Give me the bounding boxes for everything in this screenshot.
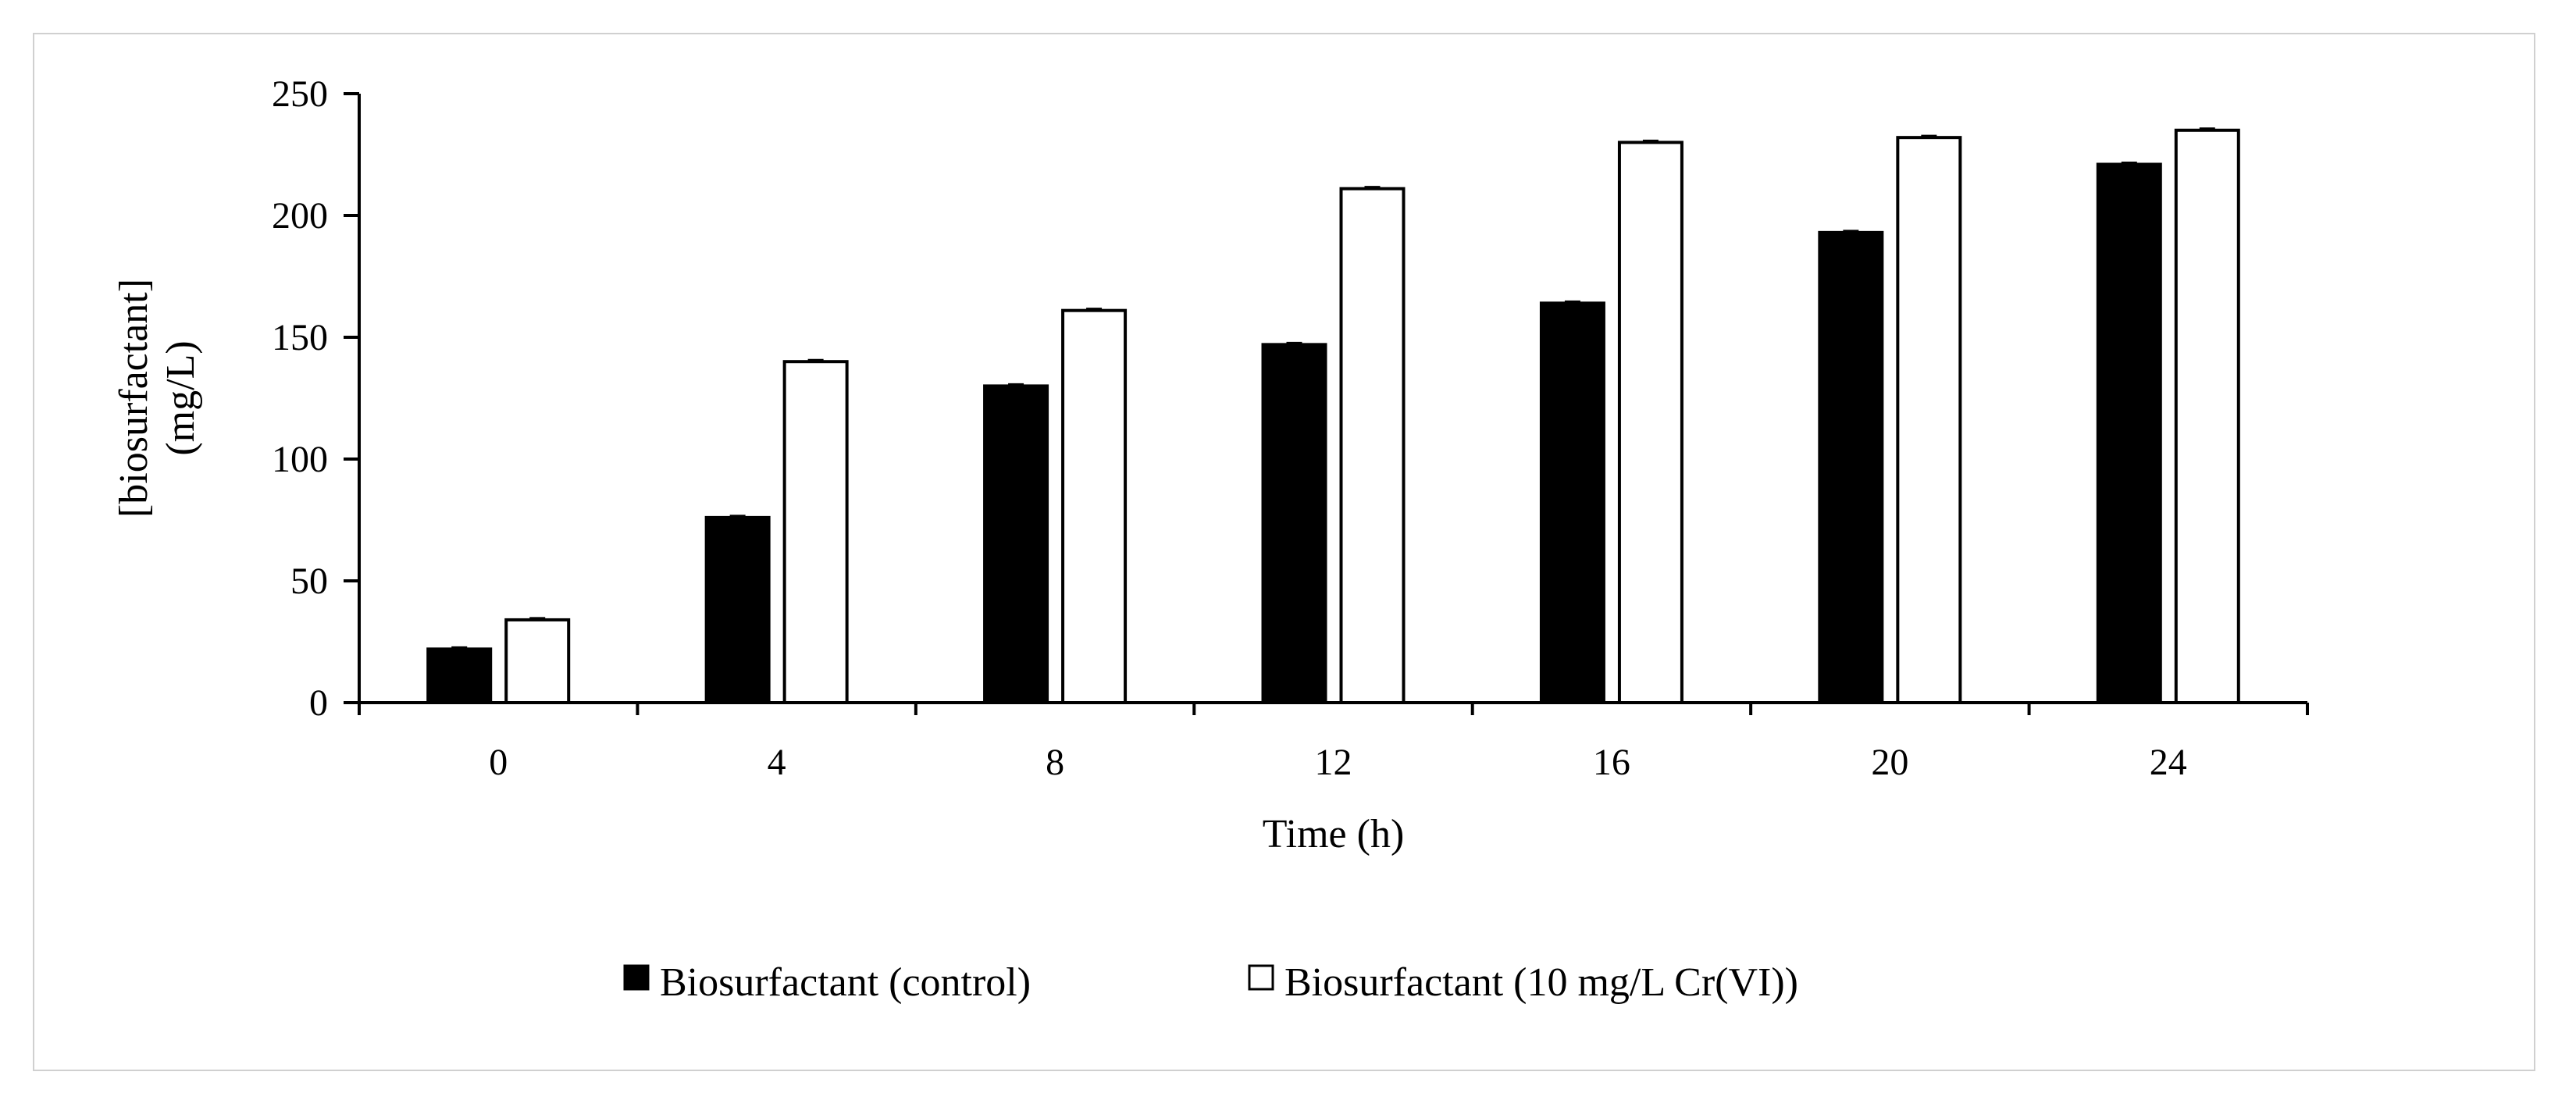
bar-series0-t4 [704,515,771,704]
y-tick-label-5: 250 [272,73,328,115]
x-tick-label-24: 24 [2150,742,2187,783]
y-tick-label-0: 0 [309,682,328,724]
x-tick-label-12: 12 [1315,742,1352,783]
y-tick-label-4: 200 [272,195,328,237]
bars-group [426,127,2240,705]
bar-series1-t20 [1896,136,1962,705]
y-axis-title-line-2: (mg/L) [159,340,203,455]
legend-swatch-control [623,964,650,991]
axes-group [344,94,2307,704]
y-axis-title-line-1: [biosurfactant] [112,279,156,518]
y-ticks-group: 0 50 100 150 200 250 [272,73,359,724]
legend-swatch-cr-vi [1248,964,1274,991]
bar-series1-t0 [504,618,571,704]
legend: Biosurfactant (control) Biosurfactant (1… [623,960,1798,1005]
y-tick-label-3: 150 [272,317,328,358]
bar-series1-t16 [1617,141,1683,704]
bar-series0-t12 [1261,343,1327,704]
bar-series1-t8 [1061,308,1128,704]
x-tick-label-0: 0 [489,742,508,783]
x-tick-label-20: 20 [1871,742,1908,783]
bar-series0-t8 [983,384,1049,704]
y-tick-label-2: 100 [272,439,328,480]
bar-series0-t0 [426,647,493,704]
bar-series1-t24 [2174,128,2240,705]
bar-series1-t12 [1339,187,1406,704]
legend-label-control: Biosurfactant (control) [660,960,1031,1005]
x-tick-label-16: 16 [1593,742,1630,783]
bar-series0-t16 [1539,301,1605,704]
bar-series0-t24 [2096,162,2162,705]
bar-series0-t20 [1818,230,1884,704]
x-ticks-group: 0 4 8 12 16 20 24 [358,703,2309,783]
y-tick-label-1: 50 [290,561,328,602]
bar-series1-t4 [782,360,849,704]
legend-label-cr-vi: Biosurfactant (10 mg/L Cr(VI)) [1284,960,1798,1005]
x-tick-label-4: 4 [768,742,786,783]
x-tick-label-8: 8 [1046,742,1064,783]
x-axis-title: Time (h) [1263,812,1405,856]
